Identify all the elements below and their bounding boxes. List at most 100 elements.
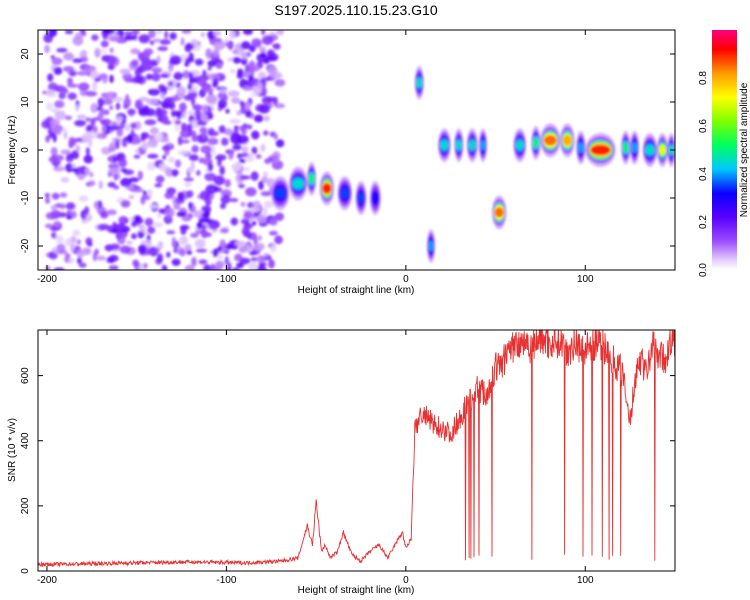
y-tick-label: 10 — [20, 96, 31, 108]
noise-blob — [45, 89, 57, 98]
noise-blob — [72, 58, 83, 64]
signal-blob — [274, 188, 287, 199]
noise-blob — [181, 139, 190, 144]
noise-blob — [261, 35, 274, 46]
noise-blob — [179, 102, 187, 112]
noise-blob — [131, 221, 138, 227]
noise-blob — [169, 32, 177, 40]
noise-blob — [91, 34, 99, 41]
noise-blob — [240, 218, 250, 225]
noise-blob — [254, 114, 264, 123]
signal-blob — [631, 142, 638, 153]
noise-blob — [69, 243, 76, 253]
colorbar-ticks: 0.0 0.2 0.4 0.6 0.8 — [698, 71, 709, 277]
noise-blob — [85, 117, 91, 122]
noise-blob — [183, 69, 189, 78]
noise-blob — [106, 209, 117, 216]
noise-blob — [51, 57, 63, 66]
noise-blob — [255, 154, 262, 159]
noise-blob — [227, 262, 232, 270]
noise-blob — [73, 137, 83, 143]
noise-blob — [157, 213, 162, 218]
noise-blob — [115, 139, 120, 150]
noise-blob — [151, 72, 161, 82]
noise-blob — [260, 191, 272, 197]
noise-blob — [54, 220, 60, 228]
noise-blob — [228, 30, 236, 40]
noise-blob — [45, 197, 50, 204]
noise-blob — [196, 222, 202, 230]
noise-blob — [218, 125, 226, 134]
noise-blob — [161, 145, 171, 151]
noise-blob — [257, 82, 263, 90]
noise-blob — [240, 57, 248, 66]
signal-blob — [357, 192, 365, 204]
noise-blob — [181, 215, 192, 222]
noise-blob — [133, 215, 142, 222]
noise-blob — [207, 65, 212, 71]
noise-blob — [163, 102, 174, 109]
noise-blob — [45, 102, 54, 111]
noise-blob — [157, 46, 169, 52]
noise-blob — [217, 246, 222, 252]
noise-blob — [132, 188, 144, 193]
noise-blob — [168, 156, 176, 163]
noise-blob — [86, 124, 93, 132]
colorbar-label: Normalized spectral amplitude — [739, 82, 750, 217]
noise-blob — [146, 98, 159, 105]
noise-blob — [64, 30, 74, 35]
noise-blob — [198, 218, 211, 223]
noise-blob — [147, 153, 159, 159]
noise-blob — [124, 123, 131, 132]
noise-blob — [96, 133, 107, 140]
noise-blob — [177, 150, 189, 156]
noise-blob — [273, 133, 279, 140]
noise-blob — [155, 30, 163, 35]
noise-blob — [85, 146, 90, 157]
noise-blob — [100, 211, 109, 219]
noise-blob — [205, 48, 212, 59]
noise-blob — [65, 155, 74, 163]
noise-blob — [67, 92, 77, 100]
noise-blob — [236, 110, 242, 116]
signal-blob — [440, 140, 449, 151]
noise-blob — [219, 228, 229, 234]
y-tick-label: 0 — [20, 147, 31, 153]
noise-blob — [263, 115, 270, 122]
noise-blob — [242, 30, 253, 35]
noise-blob — [94, 248, 99, 256]
noise-blob — [188, 201, 193, 210]
noise-blob — [207, 137, 219, 146]
noise-blob — [163, 115, 169, 125]
noise-blob — [154, 183, 163, 188]
noise-blob — [250, 257, 258, 262]
noise-blob — [187, 166, 195, 174]
noise-blob — [183, 177, 194, 182]
noise-blob — [230, 97, 241, 104]
noise-blob — [230, 217, 238, 226]
noise-blob — [268, 259, 275, 269]
noise-blob — [119, 245, 131, 254]
noise-blob — [60, 149, 71, 155]
noise-blob — [257, 216, 267, 224]
noise-blob — [241, 152, 249, 157]
noise-blob — [212, 48, 220, 57]
noise-blob — [275, 139, 285, 148]
noise-blob — [103, 109, 110, 116]
noise-blob — [208, 219, 220, 230]
noise-blob — [57, 249, 68, 255]
noise-blob — [47, 73, 54, 82]
noise-blob — [173, 72, 183, 81]
noise-blob — [171, 236, 177, 247]
noise-blob — [158, 208, 165, 213]
noise-blob — [240, 41, 251, 50]
noise-blob — [97, 111, 104, 120]
noise-blob — [147, 226, 156, 234]
noise-blob — [113, 174, 119, 181]
noise-blob — [199, 190, 211, 201]
noise-blob — [244, 166, 250, 172]
noise-blob — [124, 34, 135, 41]
noise-blob — [123, 97, 132, 108]
noise-blob — [50, 209, 61, 219]
noise-blob — [146, 161, 156, 171]
